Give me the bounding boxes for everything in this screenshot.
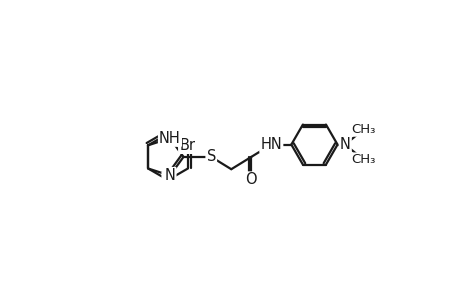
- Text: HN: HN: [260, 137, 281, 152]
- Text: O: O: [245, 172, 257, 188]
- Text: CH₃: CH₃: [351, 154, 375, 166]
- Text: NH: NH: [159, 131, 180, 146]
- Text: S: S: [206, 149, 215, 164]
- Text: N: N: [162, 172, 173, 188]
- Text: Br: Br: [179, 138, 195, 153]
- Text: CH₃: CH₃: [351, 123, 375, 136]
- Text: N: N: [164, 168, 175, 183]
- Text: N: N: [339, 137, 350, 152]
